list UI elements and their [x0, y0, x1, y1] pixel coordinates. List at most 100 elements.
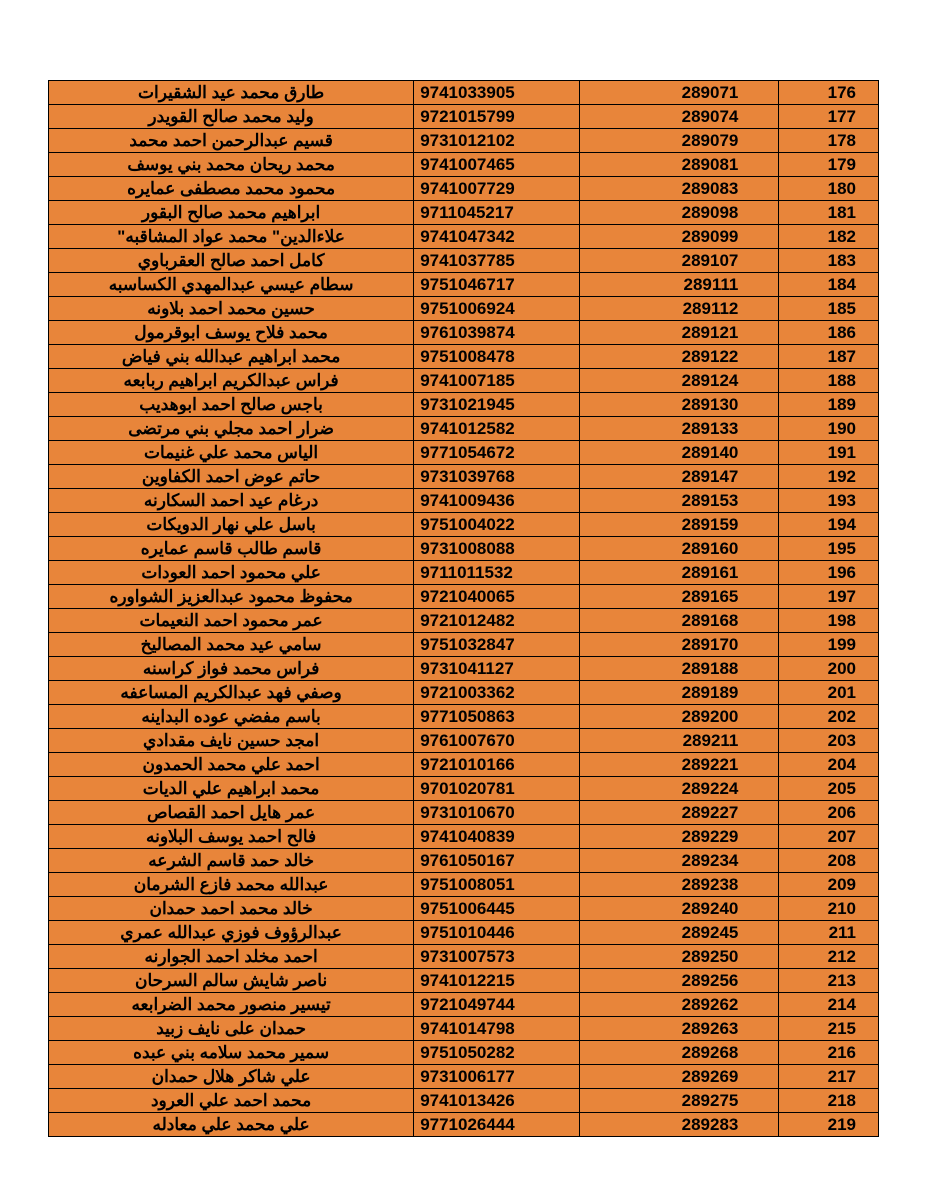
id-cell: 9741007465	[414, 153, 580, 177]
name-cell: ناصر شايش سالم السرحان	[49, 969, 414, 993]
index-cell: 179	[779, 153, 879, 177]
name-cell: محمود محمد مصطفى عمايره	[49, 177, 414, 201]
code-cell: 289083	[580, 177, 779, 201]
name-cell: سامي عيد محمد المصاليخ	[49, 633, 414, 657]
code-cell: 289159	[580, 513, 779, 537]
name-cell: محمد فلاح يوسف ابوقرمول	[49, 321, 414, 345]
code-cell: 289170	[580, 633, 779, 657]
name-cell: علي شاكر هلال حمدان	[49, 1065, 414, 1089]
name-cell: درغام عيد احمد السكارنه	[49, 489, 414, 513]
name-cell: باسل علي نهار الدويكات	[49, 513, 414, 537]
index-cell: 204	[779, 753, 879, 777]
name-cell: تيسير منصور محمد الضرابعه	[49, 993, 414, 1017]
index-cell: 199	[779, 633, 879, 657]
id-cell: 9741012582	[414, 417, 580, 441]
table-row: محمد فلاح يوسف ابوقرمول97610398742891211…	[49, 321, 879, 345]
id-cell: 9761039874	[414, 321, 580, 345]
code-cell: 289130	[580, 393, 779, 417]
id-cell: 9771054672	[414, 441, 580, 465]
table-row: حسين محمد احمد بلاونه9751006924289112185	[49, 297, 879, 321]
table-row: تيسير منصور محمد الضرابعه972104974428926…	[49, 993, 879, 1017]
name-cell: امجد حسين نايف مقدادي	[49, 729, 414, 753]
table-row: درغام عيد احمد السكارنه97410094362891531…	[49, 489, 879, 513]
id-cell: 9741013426	[414, 1089, 580, 1113]
table-row: علي شاكر هلال حمدان9731006177289269217	[49, 1065, 879, 1089]
id-cell: 9751006924	[414, 297, 580, 321]
code-cell: 289268	[580, 1041, 779, 1065]
id-cell: 9711045217	[414, 201, 580, 225]
id-cell: 9731021945	[414, 393, 580, 417]
code-cell: 289221	[580, 753, 779, 777]
index-cell: 188	[779, 369, 879, 393]
code-cell: 289256	[580, 969, 779, 993]
id-cell: 9721003362	[414, 681, 580, 705]
index-cell: 201	[779, 681, 879, 705]
id-cell: 9751050282	[414, 1041, 580, 1065]
name-cell: محمد ابراهيم عبدالله بني فياض	[49, 345, 414, 369]
code-cell: 289121	[580, 321, 779, 345]
id-cell: 9741040839	[414, 825, 580, 849]
index-cell: 216	[779, 1041, 879, 1065]
name-cell: عبدالله محمد فازع الشرمان	[49, 873, 414, 897]
name-cell: فالح احمد يوسف البلاونه	[49, 825, 414, 849]
id-cell: 9731010670	[414, 801, 580, 825]
index-cell: 214	[779, 993, 879, 1017]
name-cell: علاءالدين" محمد عواد المشاقبه"	[49, 225, 414, 249]
index-cell: 192	[779, 465, 879, 489]
name-cell: ابراهيم محمد صالح البقور	[49, 201, 414, 225]
index-cell: 219	[779, 1113, 879, 1137]
index-cell: 185	[779, 297, 879, 321]
code-cell: 289071	[580, 81, 779, 105]
index-cell: 207	[779, 825, 879, 849]
data-table: طارق محمد عيد الشقيرات974103390528907117…	[48, 80, 879, 1137]
table-row: عمر هايل احمد القصاص9731010670289227206	[49, 801, 879, 825]
index-cell: 198	[779, 609, 879, 633]
id-cell: 9751010446	[414, 921, 580, 945]
code-cell: 289081	[580, 153, 779, 177]
index-cell: 202	[779, 705, 879, 729]
id-cell: 9761007670	[414, 729, 580, 753]
id-cell: 9741009436	[414, 489, 580, 513]
code-cell: 289153	[580, 489, 779, 513]
name-cell: محمد احمد علي العرود	[49, 1089, 414, 1113]
index-cell: 205	[779, 777, 879, 801]
table-row: وليد محمد صالح القويدر972101579928907417…	[49, 105, 879, 129]
table-row: سطام عيسي عبدالمهدي الكساسبه975104671728…	[49, 273, 879, 297]
index-cell: 191	[779, 441, 879, 465]
table-row: علي محمد علي معادله9771026444289283219	[49, 1113, 879, 1137]
index-cell: 212	[779, 945, 879, 969]
table-row: ابراهيم محمد صالح البقور9711045217289098…	[49, 201, 879, 225]
table-row: عبدالله محمد فازع الشرمان975100805128923…	[49, 873, 879, 897]
index-cell: 187	[779, 345, 879, 369]
id-cell: 9751006445	[414, 897, 580, 921]
code-cell: 289111	[580, 273, 779, 297]
name-cell: حمدان على نايف زبيد	[49, 1017, 414, 1041]
id-cell: 9731008088	[414, 537, 580, 561]
id-cell: 9741012215	[414, 969, 580, 993]
name-cell: خالد محمد احمد حمدان	[49, 897, 414, 921]
id-cell: 9751004022	[414, 513, 580, 537]
id-cell: 9721012482	[414, 609, 580, 633]
code-cell: 289224	[580, 777, 779, 801]
table-row: حمدان على نايف زبيد9741014798289263215	[49, 1017, 879, 1041]
code-cell: 289200	[580, 705, 779, 729]
table-row: امجد حسين نايف مقدادي9761007670289211203	[49, 729, 879, 753]
code-cell: 289211	[580, 729, 779, 753]
name-cell: وصفي فهد عبدالكريم المساعفه	[49, 681, 414, 705]
name-cell: حاتم عوض احمد الكفاوين	[49, 465, 414, 489]
name-cell: الياس محمد علي غنيمات	[49, 441, 414, 465]
table-row: خالد محمد احمد حمدان9751006445289240210	[49, 897, 879, 921]
table-row: محفوظ محمود عبدالعزيز الشواوره9721040065…	[49, 585, 879, 609]
code-cell: 289189	[580, 681, 779, 705]
table-row: عمر محمود احمد النعيمات97210124822891681…	[49, 609, 879, 633]
code-cell: 289124	[580, 369, 779, 393]
code-cell: 289122	[580, 345, 779, 369]
table-row: فراس محمد فواز كراسنه9731041127289188200	[49, 657, 879, 681]
index-cell: 181	[779, 201, 879, 225]
table-row: وصفي فهد عبدالكريم المساعفه9721003362289…	[49, 681, 879, 705]
id-cell: 9751046717	[414, 273, 580, 297]
code-cell: 289229	[580, 825, 779, 849]
index-cell: 197	[779, 585, 879, 609]
index-cell: 189	[779, 393, 879, 417]
code-cell: 289140	[580, 441, 779, 465]
